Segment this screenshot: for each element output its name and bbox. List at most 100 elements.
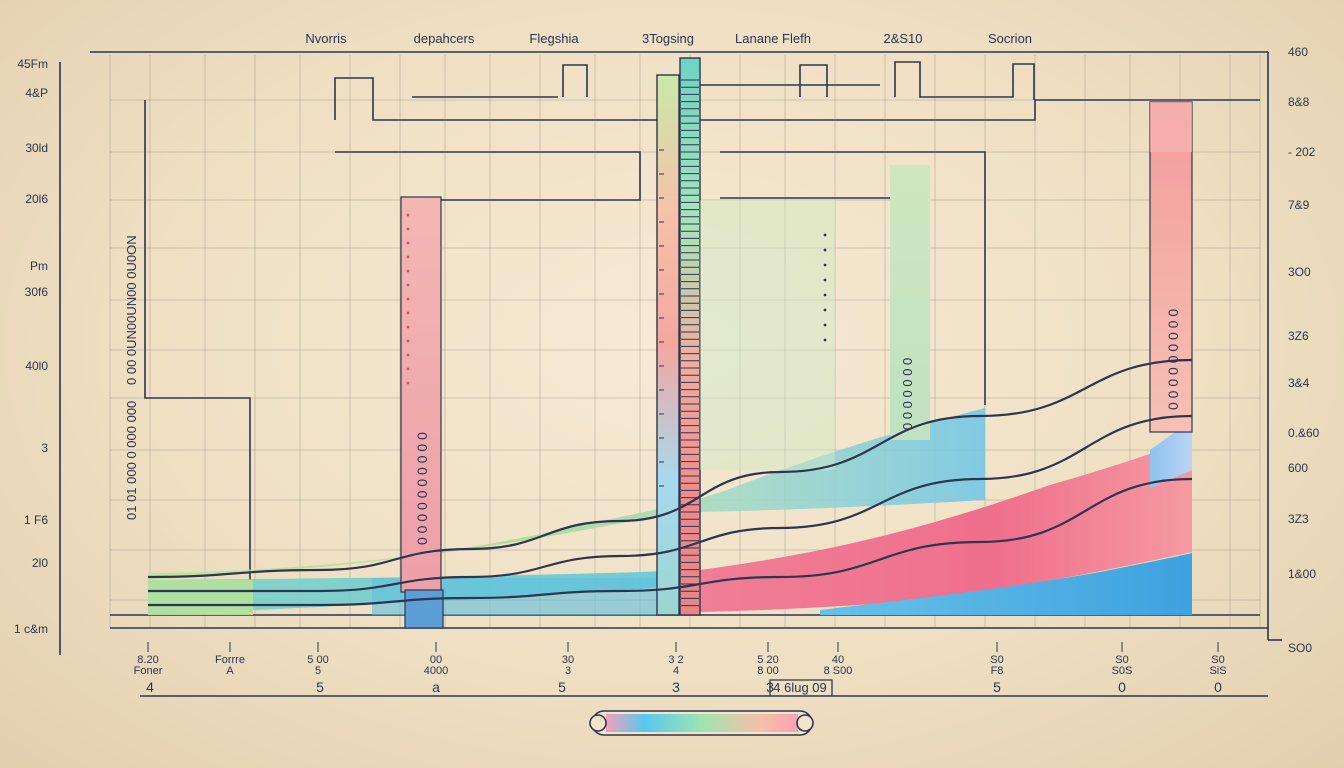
right-tick-label: 8&8 <box>1288 95 1310 109</box>
bottom-tick-label: 3 2 <box>668 654 683 666</box>
bottom-tick-label: Forrre <box>215 654 245 666</box>
label-left-vertical-a: 0 00 0UN00UN00 0U0ON <box>124 235 139 385</box>
left-tick-label: 2l0 <box>32 556 48 570</box>
series-line-3 <box>148 477 1193 607</box>
dot-mark <box>406 213 410 217</box>
dot-mark <box>823 293 827 297</box>
bottom-row2-label: 0 <box>1214 679 1222 695</box>
bottom-tick-label: 8 S00 <box>824 665 853 677</box>
label-pink-bar: 0 0 0 0 0 0 0 0 0 0 <box>414 432 430 545</box>
bottom-tick-label: 00 <box>430 654 442 666</box>
ruler-ticks <box>659 79 699 607</box>
dot-mark <box>823 278 827 282</box>
bar-text-labels: 0 00 0UN00UN00 0U0ON 01 01 000 0 000 000… <box>124 235 1181 545</box>
right-tick-label: 3O0 <box>1288 265 1311 279</box>
bottom-tick-label: 40 <box>832 654 844 666</box>
left-tick-label: 40l0 <box>25 359 48 373</box>
left-tick-label: 30ld <box>25 141 48 155</box>
left-tick-label: 45Fm <box>17 57 48 71</box>
dot-mark <box>823 338 827 342</box>
bottom-tick-label: 8.20 <box>137 654 158 666</box>
bottom-tick-label: Foner <box>134 665 163 677</box>
dot-mark <box>406 367 410 371</box>
dot-mark <box>823 233 827 237</box>
bottom-tick-label: 5 20 <box>757 654 778 666</box>
bottom-tick-label: S0 <box>1115 654 1128 666</box>
top-label: Lanane Flefh <box>735 31 811 46</box>
bar-rainbow-left <box>656 74 680 616</box>
right-tick-label: 0.&60 <box>1288 426 1320 440</box>
top-label: Nvorris <box>305 31 347 46</box>
bar-rainbow-right <box>679 57 701 616</box>
left-axis-ticks: 45Fm 4&P 30ld 20l6 Pm 30f6 40l0 3 1 F6 2l0 1 c&m <box>14 57 48 636</box>
top-label: 3Togsing <box>642 31 694 46</box>
bottom-row2-label: 4 <box>146 679 154 695</box>
right-tick-label: SO0 <box>1288 641 1312 655</box>
bar-red <box>1149 101 1193 433</box>
footer: 4 6lug 09 <box>589 679 833 736</box>
left-tick-label: 3 <box>41 441 48 455</box>
bottom-tick-label: 4000 <box>424 665 448 677</box>
label-left-vertical-b: 01 01 000 0 000 000 <box>124 401 139 520</box>
left-tick-label: 1 F6 <box>24 513 48 527</box>
bottom-tick-label: F8 <box>991 665 1004 677</box>
footer-label: 4 6lug 09 <box>773 680 827 695</box>
bottom-tick-label: A <box>226 665 234 677</box>
bar-green-soft <box>700 200 835 470</box>
dot-ticks <box>406 213 827 385</box>
dot-mark <box>406 297 410 301</box>
series-line-2 <box>148 414 1193 593</box>
dot-mark <box>406 325 410 329</box>
bar-green <box>890 165 930 440</box>
top-labels: Nvorris depahcers Flegshia 3Togsing Lanane F… <box>305 31 1032 46</box>
bottom-tick-label: 5 <box>315 665 321 677</box>
bottom-tick-label: 5 00 <box>307 654 328 666</box>
right-tick-label: 1&00 <box>1288 567 1316 581</box>
bottom-tick-label: S0S <box>1112 665 1133 677</box>
bottom-row2-label: 5 <box>558 679 566 695</box>
dot-mark <box>406 241 410 245</box>
top-label: 2&S10 <box>883 31 922 46</box>
bottom-tick-label: 8 00 <box>757 665 778 677</box>
top-label: depahcers <box>414 31 475 46</box>
dot-mark <box>406 339 410 343</box>
area-band-blue-top <box>1150 420 1192 488</box>
dot-mark <box>406 269 410 273</box>
dot-mark <box>406 311 410 315</box>
legend-gradient-bar <box>589 710 814 736</box>
bottom-row2-label: 5 <box>993 679 1001 695</box>
bottom-tick-label: 30 <box>562 654 574 666</box>
area-green-left-block <box>148 580 253 615</box>
series-line-1 <box>147 358 1193 579</box>
top-label: Socrion <box>988 31 1032 46</box>
right-tick-label: - 202 <box>1288 145 1316 159</box>
bar-pink-base <box>404 589 444 629</box>
bottom-tick-label: S0 <box>990 654 1003 666</box>
dot-mark <box>406 353 410 357</box>
area-band-green <box>148 408 985 580</box>
dot-mark <box>823 263 827 267</box>
dot-mark <box>406 283 410 287</box>
dot-mark <box>406 381 410 385</box>
left-tick-label: 4&P <box>25 86 48 100</box>
label-red-bar: 0 0 0 0 0 0 0 0 0 <box>1165 309 1181 410</box>
dot-mark <box>406 227 410 231</box>
right-tick-label: 3Z6 <box>1288 329 1309 343</box>
right-tick-label: 460 <box>1288 45 1308 59</box>
bottom-row2-label: a <box>432 679 440 695</box>
right-tick-label: 3&4 <box>1288 376 1310 390</box>
bar-red-top <box>1150 102 1192 152</box>
left-tick-label: 20l6 <box>25 192 48 206</box>
bar-pink <box>400 196 442 593</box>
series-lines <box>147 358 1193 607</box>
bottom-row2-label: 5 <box>316 679 324 695</box>
bottom-tick-label: S0 <box>1211 654 1224 666</box>
bottom-tick-label: SiS <box>1209 665 1226 677</box>
bottom-tick-label: 3 <box>565 665 571 677</box>
left-tick-label: Pm <box>30 259 48 273</box>
right-tick-label: 7&9 <box>1288 198 1310 212</box>
label-green-bar: 0 0 0 0 0 0 0 <box>900 358 915 430</box>
dot-mark <box>823 248 827 252</box>
